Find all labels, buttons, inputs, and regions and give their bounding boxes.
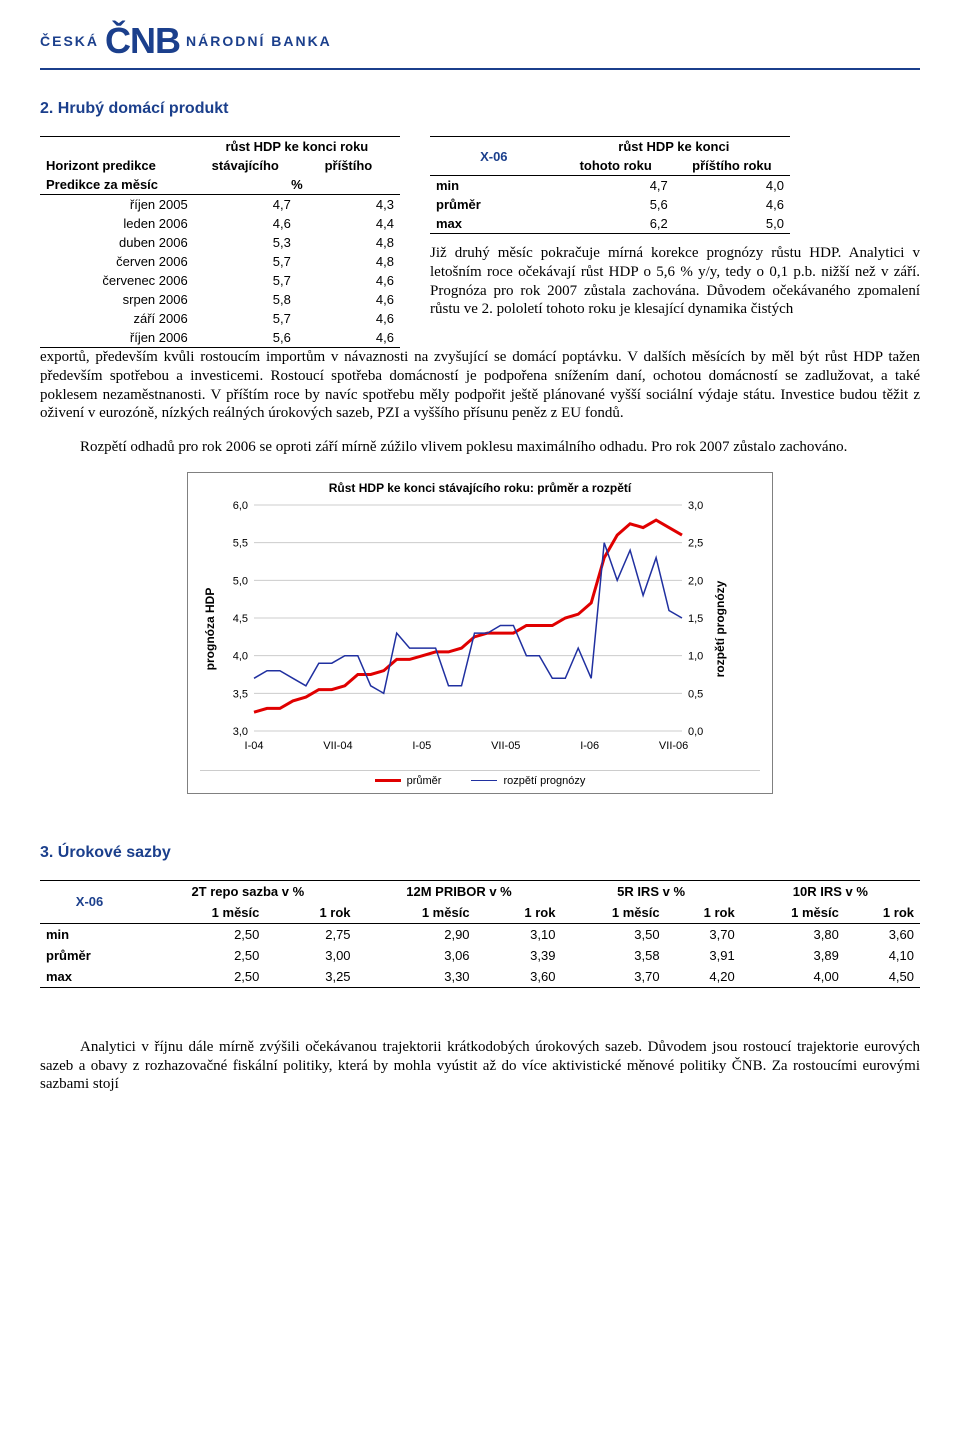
svg-text:4,5: 4,5 xyxy=(233,613,248,625)
logo-right: NÁRODNÍ BANKA xyxy=(186,33,332,49)
para-right: Již druhý měsíc pokračuje mírná korekce … xyxy=(430,244,920,319)
t1-header-top: růst HDP ke konci roku xyxy=(194,137,400,157)
table-row: min xyxy=(430,176,558,196)
section-3-title: 3. Úrokové sazby xyxy=(40,844,920,862)
svg-text:3,0: 3,0 xyxy=(233,726,248,738)
x06-table: X-06 růst HDP ke konci tohoto roku příšt… xyxy=(430,136,790,234)
svg-text:I-06: I-06 xyxy=(580,740,599,752)
svg-text:I-04: I-04 xyxy=(245,740,264,752)
t2-col3: příštího roku xyxy=(674,156,790,176)
svg-text:2,0: 2,0 xyxy=(688,575,703,587)
section-2-title: 2. Hrubý domácí produkt xyxy=(40,100,920,118)
sazby-table: X-06 2T repo sazba v % 12M PRIBOR v % 5R… xyxy=(40,880,920,988)
logo: ČESKÁ ČNB NÁRODNÍ BANKA xyxy=(40,20,920,62)
t1-unit-label: Predikce za měsíc xyxy=(40,175,194,195)
para3: Analytici v říjnu dále mírně zvýšili oče… xyxy=(40,1038,920,1094)
table-row: říjen 2006 xyxy=(40,328,194,348)
table-row: max xyxy=(40,966,139,988)
t2-x: X-06 xyxy=(430,137,558,176)
svg-text:0,0: 0,0 xyxy=(688,726,703,738)
table-row: max xyxy=(430,214,558,234)
table-row: min xyxy=(40,923,139,945)
table-row: srpen 2006 xyxy=(40,290,194,309)
svg-text:3,0: 3,0 xyxy=(688,500,703,512)
svg-text:rozpětí prognózy: rozpětí prognózy xyxy=(713,580,727,677)
legend-a: průměr xyxy=(407,775,442,787)
svg-text:VII-05: VII-05 xyxy=(491,740,520,752)
legend-b: rozpětí prognózy xyxy=(503,775,585,787)
predikce-table: růst HDP ke konci roku Horizont predikce… xyxy=(40,136,400,348)
table-row: červen 2006 xyxy=(40,252,194,271)
svg-text:1,5: 1,5 xyxy=(688,613,703,625)
svg-text:4,0: 4,0 xyxy=(233,650,248,662)
header-rule xyxy=(40,68,920,70)
chart-title: Růst HDP ke konci stávajícího roku: prům… xyxy=(200,481,760,495)
svg-text:VII-06: VII-06 xyxy=(659,740,688,752)
logo-big: ČNB xyxy=(105,20,180,62)
t1-unit-val: % xyxy=(194,175,400,195)
chart-legend: průměr rozpětí prognózy xyxy=(200,770,760,787)
svg-text:6,0: 6,0 xyxy=(233,500,248,512)
t2-header-top: růst HDP ke konci xyxy=(558,137,790,157)
table-row: průměr xyxy=(40,945,139,966)
para-full: exportů, především kvůli rostoucím impor… xyxy=(40,348,920,423)
t1-col1: Horizont predikce xyxy=(40,156,194,175)
svg-text:0,5: 0,5 xyxy=(688,688,703,700)
t3-g1: 12M PRIBOR v % xyxy=(357,880,562,902)
t1-col3: příštího xyxy=(297,156,400,175)
para-full2: Rozpětí odhadů pro rok 2006 se oproti zá… xyxy=(40,438,920,457)
svg-text:3,5: 3,5 xyxy=(233,688,248,700)
hdp-chart: Růst HDP ke konci stávajícího roku: prům… xyxy=(187,472,773,794)
t3-x: X-06 xyxy=(40,880,139,923)
table-row: červenec 2006 xyxy=(40,271,194,290)
svg-text:5,5: 5,5 xyxy=(233,537,248,549)
table-row: průměr xyxy=(430,195,558,214)
svg-text:5,0: 5,0 xyxy=(233,575,248,587)
t3-g3: 10R IRS v % xyxy=(741,880,920,902)
t3-g0: 2T repo sazba v % xyxy=(139,880,357,902)
svg-text:I-05: I-05 xyxy=(412,740,431,752)
table-row: říjen 2005 xyxy=(40,195,194,215)
svg-text:2,5: 2,5 xyxy=(688,537,703,549)
svg-text:1,0: 1,0 xyxy=(688,650,703,662)
chart-svg: 3,0 3,5 4,0 4,5 5,0 5,5 6,0 0,0 0,5 1,0 1,5 2,0 2,5 3… xyxy=(200,499,736,759)
table-row: září 2006 xyxy=(40,309,194,328)
svg-text:VII-04: VII-04 xyxy=(323,740,352,752)
t2-col2: tohoto roku xyxy=(558,156,674,176)
table-row: duben 2006 xyxy=(40,233,194,252)
t1-col2: stávajícího xyxy=(194,156,297,175)
t3-g2: 5R IRS v % xyxy=(561,880,740,902)
table-row: leden 2006 xyxy=(40,214,194,233)
logo-left: ČESKÁ xyxy=(40,33,99,49)
svg-text:prognóza HDP: prognóza HDP xyxy=(203,587,217,670)
